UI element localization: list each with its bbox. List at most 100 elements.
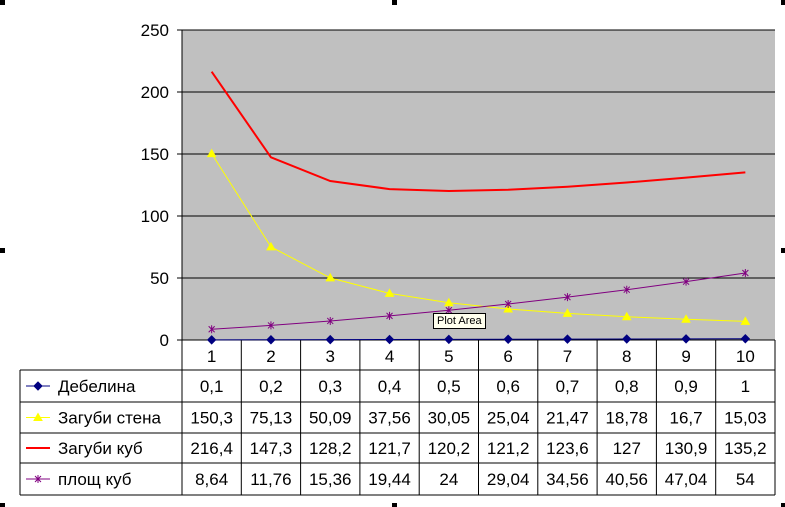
y-tick-label: 100 bbox=[141, 207, 169, 226]
x-tick-label: 1 bbox=[207, 347, 216, 366]
data-point bbox=[206, 335, 217, 345]
series-2 bbox=[206, 148, 751, 325]
x-tick-label: 2 bbox=[266, 347, 275, 366]
resize-handle[interactable] bbox=[0, 503, 5, 507]
data-point bbox=[443, 297, 454, 307]
table-cell: 0,6 bbox=[496, 377, 520, 396]
data-point bbox=[562, 334, 573, 344]
table-cell: 15,03 bbox=[724, 409, 767, 428]
series-line[interactable] bbox=[210, 71, 746, 192]
data-point bbox=[326, 316, 334, 325]
table-cell: 216,4 bbox=[190, 439, 233, 458]
data-point bbox=[325, 334, 335, 345]
x-tick-label: 10 bbox=[736, 347, 755, 366]
series-line[interactable] bbox=[211, 338, 746, 341]
table-cell: 0,2 bbox=[259, 377, 283, 396]
table-cell: 11,76 bbox=[250, 470, 291, 489]
table-cell: 0,3 bbox=[318, 377, 342, 396]
table-row: Дебелина 0,1 0,2 0,3 0,4 0,5 0,6 0,7 0,8 0,9 1 bbox=[26, 377, 750, 396]
series-line[interactable] bbox=[211, 153, 746, 322]
table-row: площ куб 8,64 11,76 15,36 19,44 24 29,04 34,56 4… bbox=[26, 470, 755, 489]
y-axis: 0 50 100 150 200 250 bbox=[141, 21, 183, 350]
table-cell: 0,1 bbox=[200, 377, 224, 396]
table-cell: 128,2 bbox=[309, 439, 352, 458]
y-tick-label: 50 bbox=[150, 269, 169, 288]
data-point bbox=[681, 334, 691, 344]
table-cell: 135,2 bbox=[724, 439, 767, 458]
table-cell: 16,7 bbox=[670, 409, 703, 428]
data-point bbox=[622, 334, 632, 344]
data-point bbox=[384, 334, 395, 345]
data-point bbox=[740, 334, 751, 344]
table-cell: 130,9 bbox=[665, 439, 708, 458]
table-cell: 127 bbox=[613, 439, 641, 458]
data-point bbox=[33, 412, 43, 421]
data-point bbox=[503, 303, 514, 313]
table-cell: 30,05 bbox=[428, 409, 471, 428]
data-point bbox=[562, 308, 573, 317]
legend-label: Дебелина bbox=[58, 377, 136, 396]
legend-label: площ куб bbox=[58, 470, 132, 489]
table-cell: 0,4 bbox=[378, 377, 402, 396]
table-cell: 24 bbox=[439, 470, 458, 489]
data-point bbox=[621, 311, 632, 321]
table-cell: 8,64 bbox=[195, 470, 228, 489]
plot-area[interactable] bbox=[182, 30, 775, 340]
data-point bbox=[386, 311, 393, 320]
table-cell: 29,04 bbox=[487, 470, 530, 489]
resize-handle[interactable] bbox=[781, 248, 785, 253]
data-point bbox=[444, 334, 454, 345]
x-tick-label: 6 bbox=[503, 347, 512, 366]
data-point bbox=[266, 241, 276, 251]
data-point bbox=[503, 334, 513, 344]
table-cell: 25,04 bbox=[487, 409, 530, 428]
resize-handle[interactable] bbox=[781, 503, 785, 507]
data-point bbox=[34, 475, 42, 483]
table-cell: 1 bbox=[741, 377, 750, 396]
resize-handle[interactable] bbox=[781, 0, 785, 5]
table-cell: 0,5 bbox=[437, 377, 461, 396]
x-tick-label: 7 bbox=[563, 347, 572, 366]
series-line[interactable] bbox=[211, 272, 746, 330]
data-point bbox=[740, 316, 751, 325]
series-1 bbox=[206, 334, 751, 345]
table-cell: 15,36 bbox=[309, 470, 352, 489]
table-cell: 34,56 bbox=[546, 470, 589, 489]
table-cell: 150,3 bbox=[190, 409, 233, 428]
table-cell: 54 bbox=[736, 470, 755, 489]
data-point bbox=[33, 381, 43, 391]
data-point bbox=[325, 272, 336, 282]
table-cell: 120,2 bbox=[428, 439, 471, 458]
table-cell: 0,8 bbox=[615, 377, 639, 396]
resize-handle[interactable] bbox=[392, 0, 397, 5]
table-cell: 123,6 bbox=[546, 439, 589, 458]
data-point bbox=[741, 269, 749, 278]
data-point bbox=[682, 277, 690, 286]
table-cell: 75,13 bbox=[250, 409, 293, 428]
table-cell: 21,47 bbox=[546, 409, 589, 428]
table-cell: 47,04 bbox=[665, 470, 708, 489]
data-point bbox=[564, 293, 571, 302]
series-4 bbox=[208, 269, 749, 334]
table-cell: 0,9 bbox=[674, 377, 698, 396]
x-tick-label: 4 bbox=[385, 347, 394, 366]
x-tick-label: 8 bbox=[622, 347, 631, 366]
data-point bbox=[267, 321, 275, 330]
table-cell: 37,56 bbox=[368, 409, 411, 428]
x-tick-label: 3 bbox=[326, 347, 335, 366]
x-axis-labels: 1 2 3 4 5 6 7 8 9 10 bbox=[207, 347, 755, 366]
resize-handle[interactable] bbox=[392, 503, 397, 507]
resize-handle[interactable] bbox=[0, 0, 5, 5]
resize-handle[interactable] bbox=[0, 248, 5, 253]
legend-label: Загуби стена bbox=[58, 409, 162, 428]
x-tick-label: 5 bbox=[444, 347, 453, 366]
data-point bbox=[206, 148, 217, 158]
y-tick-label: 0 bbox=[160, 331, 169, 350]
data-point bbox=[384, 288, 395, 297]
y-tick-label: 250 bbox=[141, 21, 169, 40]
data-point bbox=[504, 299, 512, 308]
table-cell: 40,56 bbox=[605, 470, 648, 489]
table-cell: 18,78 bbox=[605, 409, 648, 428]
